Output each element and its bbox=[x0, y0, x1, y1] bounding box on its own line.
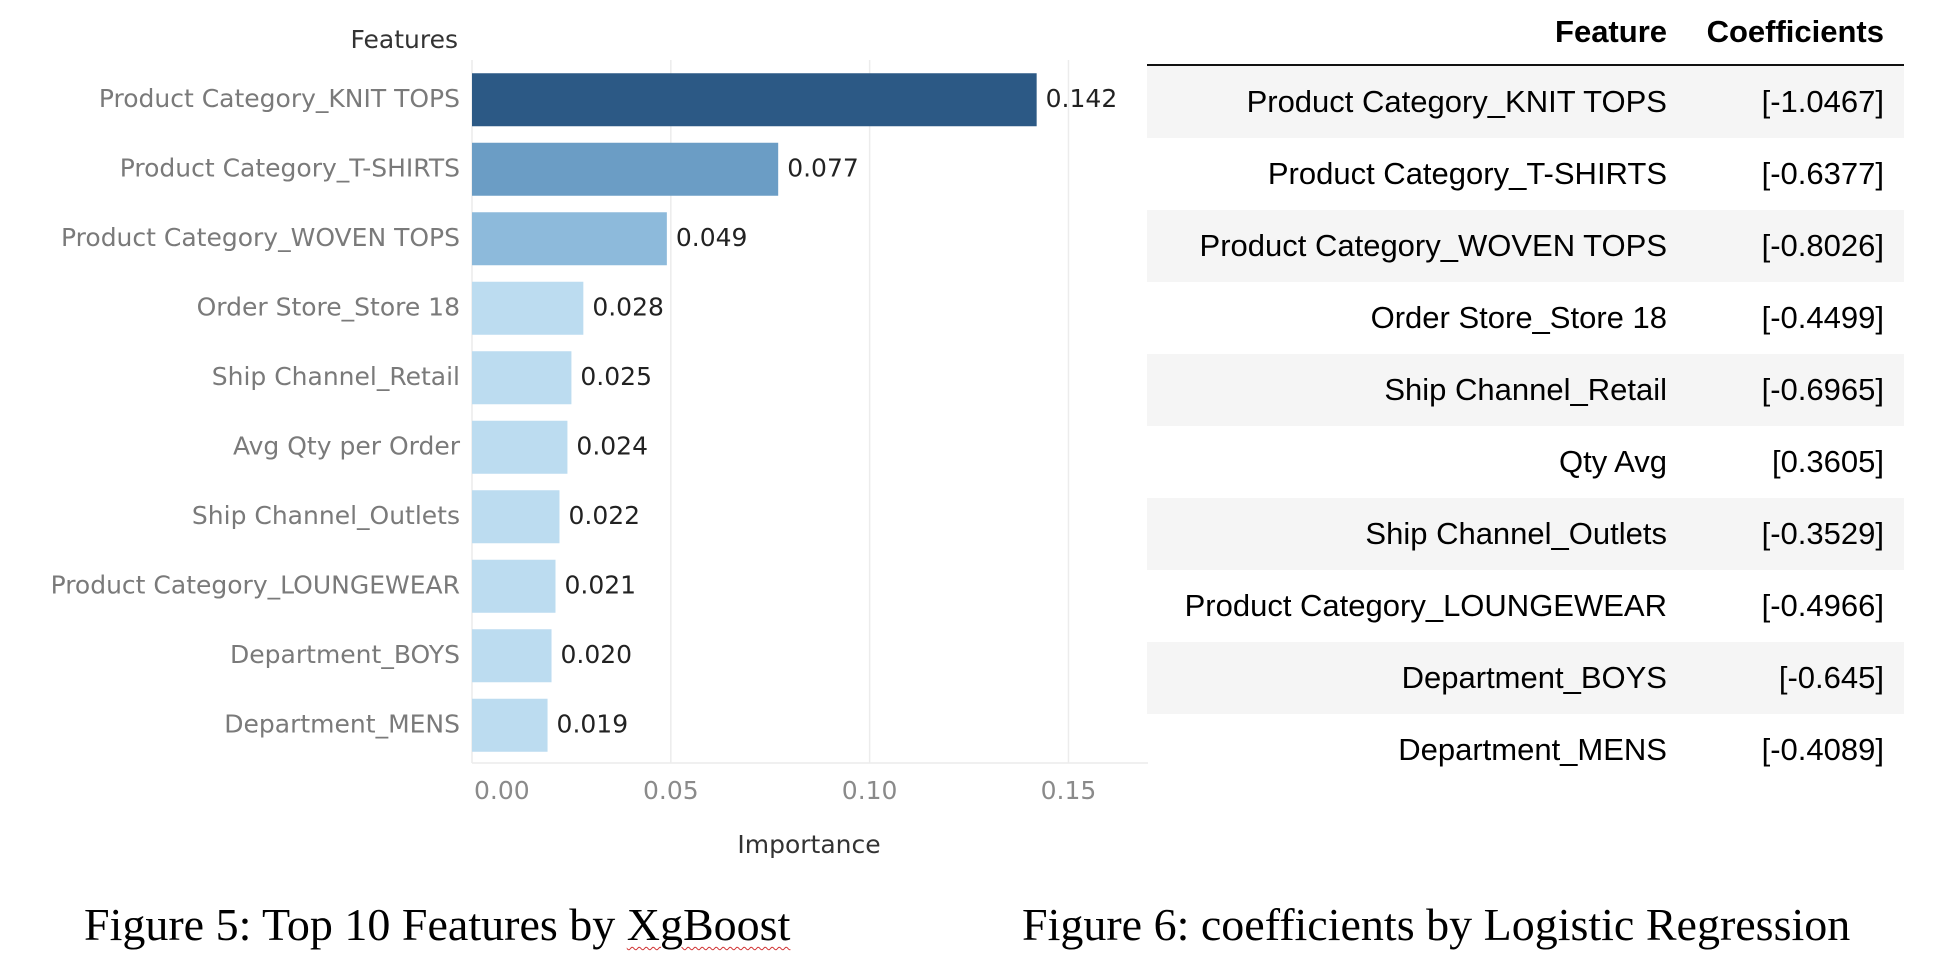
x-tick-label: 0.05 bbox=[643, 776, 699, 805]
bar bbox=[472, 351, 572, 405]
category-label: Product Category_T-SHIRTS bbox=[120, 153, 460, 182]
category-label: Department_BOYS bbox=[230, 640, 460, 669]
feature-cell: Department_MENS bbox=[1398, 732, 1667, 767]
table-row: Department_MENS [-0.4089] bbox=[1147, 714, 1904, 786]
coefficient-cell: [-0.6377] bbox=[1761, 156, 1884, 191]
bar bbox=[472, 281, 584, 335]
coefficient-cell: [-0.645] bbox=[1778, 660, 1884, 695]
figure-5-caption-text: Figure 5: Top 10 Features by bbox=[84, 899, 627, 950]
bar bbox=[472, 629, 552, 683]
table-row: Product Category_LOUNGEWEAR [-0.4966] bbox=[1147, 570, 1904, 642]
bar bbox=[472, 142, 779, 196]
category-label: Order Store_Store 18 bbox=[197, 292, 460, 321]
x-tick-label: 0.10 bbox=[842, 776, 898, 805]
category-label: Product Category_LOUNGEWEAR bbox=[51, 570, 460, 599]
bar bbox=[472, 212, 667, 266]
category-label: Department_MENS bbox=[224, 709, 460, 738]
feature-cell: Ship Channel_Retail bbox=[1384, 372, 1667, 407]
data-label: 0.024 bbox=[576, 431, 648, 460]
coefficient-cell: [-1.0467] bbox=[1761, 84, 1884, 119]
table-row: Product Category_KNIT TOPS [-1.0467] bbox=[1147, 66, 1904, 138]
data-label: 0.021 bbox=[565, 570, 637, 599]
data-label: 0.049 bbox=[676, 223, 748, 252]
x-tick-label: 0.15 bbox=[1041, 776, 1097, 805]
xgboost-feature-importance-chart: 0.00 0.05 0.10 0.15 Product Category_KNIT TO… bbox=[51, 25, 1148, 859]
coefficient-cell: [0.3605] bbox=[1771, 444, 1884, 479]
coefficient-cell: [-0.6965] bbox=[1761, 372, 1884, 407]
bar bbox=[472, 73, 1037, 127]
feature-cell: Department_BOYS bbox=[1401, 660, 1667, 695]
table-row: Ship Channel_Retail [-0.6965] bbox=[1147, 354, 1904, 426]
category-label: Product Category_KNIT TOPS bbox=[99, 84, 460, 113]
feature-cell: Product Category_WOVEN TOPS bbox=[1199, 228, 1667, 263]
y-axis-title: Features bbox=[351, 25, 459, 54]
bar bbox=[472, 490, 560, 544]
coefficient-cell: [-0.3529] bbox=[1761, 516, 1884, 551]
figure-5-caption-spellcheck-word: XgBoost bbox=[626, 899, 791, 950]
table-row: Ship Channel_Outlets [-0.3529] bbox=[1147, 498, 1904, 570]
column-header-coefficients: Coefficients bbox=[1706, 14, 1884, 49]
category-label: Avg Qty per Order bbox=[233, 431, 461, 460]
feature-cell: Product Category_T-SHIRTS bbox=[1267, 156, 1667, 191]
data-label: 0.028 bbox=[592, 292, 664, 321]
x-axis-title: Importance bbox=[737, 830, 880, 859]
table-row: Order Store_Store 18 [-0.4499] bbox=[1147, 282, 1904, 354]
feature-cell: Order Store_Store 18 bbox=[1370, 300, 1667, 335]
feature-cell: Product Category_KNIT TOPS bbox=[1246, 84, 1667, 119]
coefficient-cell: [-0.4499] bbox=[1761, 300, 1884, 335]
data-label: 0.025 bbox=[580, 362, 652, 391]
bar bbox=[472, 698, 548, 752]
feature-cell: Product Category_LOUNGEWEAR bbox=[1184, 588, 1667, 623]
bar bbox=[472, 559, 556, 613]
category-label: Ship Channel_Retail bbox=[212, 362, 460, 391]
x-tick-label: 0.00 bbox=[474, 776, 530, 805]
coefficient-cell: [-0.4966] bbox=[1761, 588, 1884, 623]
category-label: Ship Channel_Outlets bbox=[192, 501, 460, 530]
coefficient-cell: [-0.8026] bbox=[1761, 228, 1884, 263]
logistic-regression-coefficients-table: Feature Coefficients Product Category_KN… bbox=[1147, 0, 1904, 786]
table-header: Feature Coefficients bbox=[1147, 0, 1904, 66]
data-label: 0.077 bbox=[787, 153, 859, 182]
category-label: Product Category_WOVEN TOPS bbox=[61, 223, 460, 252]
figure-6-caption: Figure 6: coefficients by Logistic Regre… bbox=[1022, 899, 1851, 950]
figure-5-caption: Figure 5: Top 10 Features by XgBoost bbox=[84, 898, 790, 951]
table-row: Product Category_T-SHIRTS [-0.6377] bbox=[1147, 138, 1904, 210]
feature-cell: Qty Avg bbox=[1559, 444, 1667, 479]
feature-cell: Ship Channel_Outlets bbox=[1365, 516, 1667, 551]
table-row: Department_BOYS [-0.645] bbox=[1147, 642, 1904, 714]
labels: 0.00 0.05 0.10 0.15 Product Category_KNIT TO… bbox=[51, 84, 1118, 805]
data-label: 0.022 bbox=[568, 501, 640, 530]
data-label: 0.019 bbox=[557, 709, 629, 738]
data-label: 0.020 bbox=[561, 640, 633, 669]
table-row: Qty Avg [0.3605] bbox=[1147, 426, 1904, 498]
table-row: Product Category_WOVEN TOPS [-0.8026] bbox=[1147, 210, 1904, 282]
bars bbox=[472, 73, 1037, 752]
bar bbox=[472, 420, 568, 474]
coefficient-cell: [-0.4089] bbox=[1761, 732, 1884, 767]
table-body: Product Category_KNIT TOPS [-1.0467] Produ… bbox=[1147, 66, 1904, 786]
column-header-feature: Feature bbox=[1555, 14, 1667, 49]
data-label: 0.142 bbox=[1046, 84, 1118, 113]
